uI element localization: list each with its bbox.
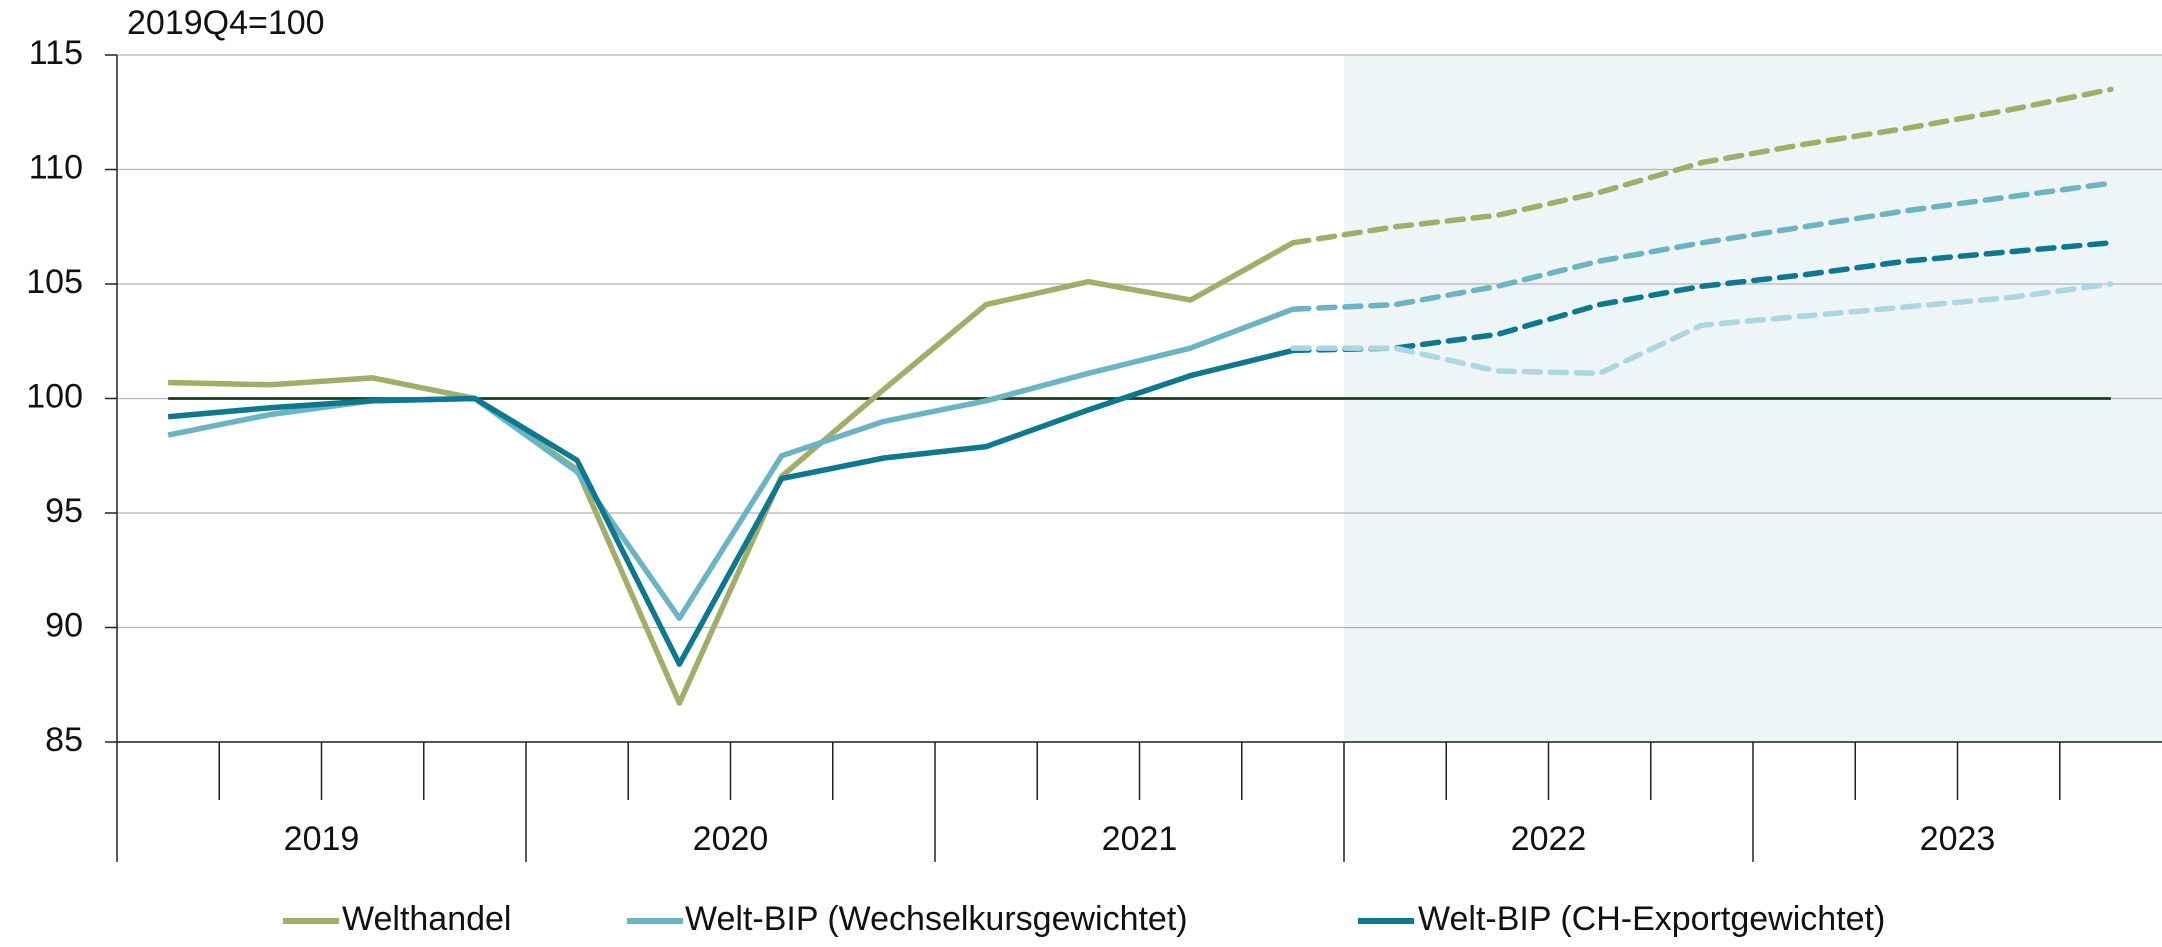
year-label: 2021 [1102,820,1178,858]
y-axis-label: 2019Q4=100 [127,4,325,42]
data-line [167,347,1294,667]
legend-label: Welthandel [342,900,512,938]
year-label: 2020 [693,820,769,858]
legend-label: Welt-BIP (Wechselkursgewichtet) [685,900,1188,938]
y-tick-label: 90 [45,606,83,644]
forecast-line [1290,281,2114,377]
data-line [168,240,1295,706]
y-tick-label: 85 [45,721,83,759]
y-tick-label: 115 [29,34,83,72]
forecast-line [1290,180,2114,312]
forecast-line [1290,86,2114,246]
year-label: 2023 [1920,820,1996,858]
year-label: 2022 [1511,820,1587,858]
y-tick-label: 95 [45,492,83,530]
legend-label: Welt-BIP (CH-Exportgewichtet) [1418,900,1885,938]
y-tick-label: 105 [26,263,83,301]
y-tick-label: 100 [26,377,83,415]
year-label: 2019 [284,820,360,858]
forecast-line [1290,240,2114,354]
y-tick-label: 110 [29,148,83,186]
